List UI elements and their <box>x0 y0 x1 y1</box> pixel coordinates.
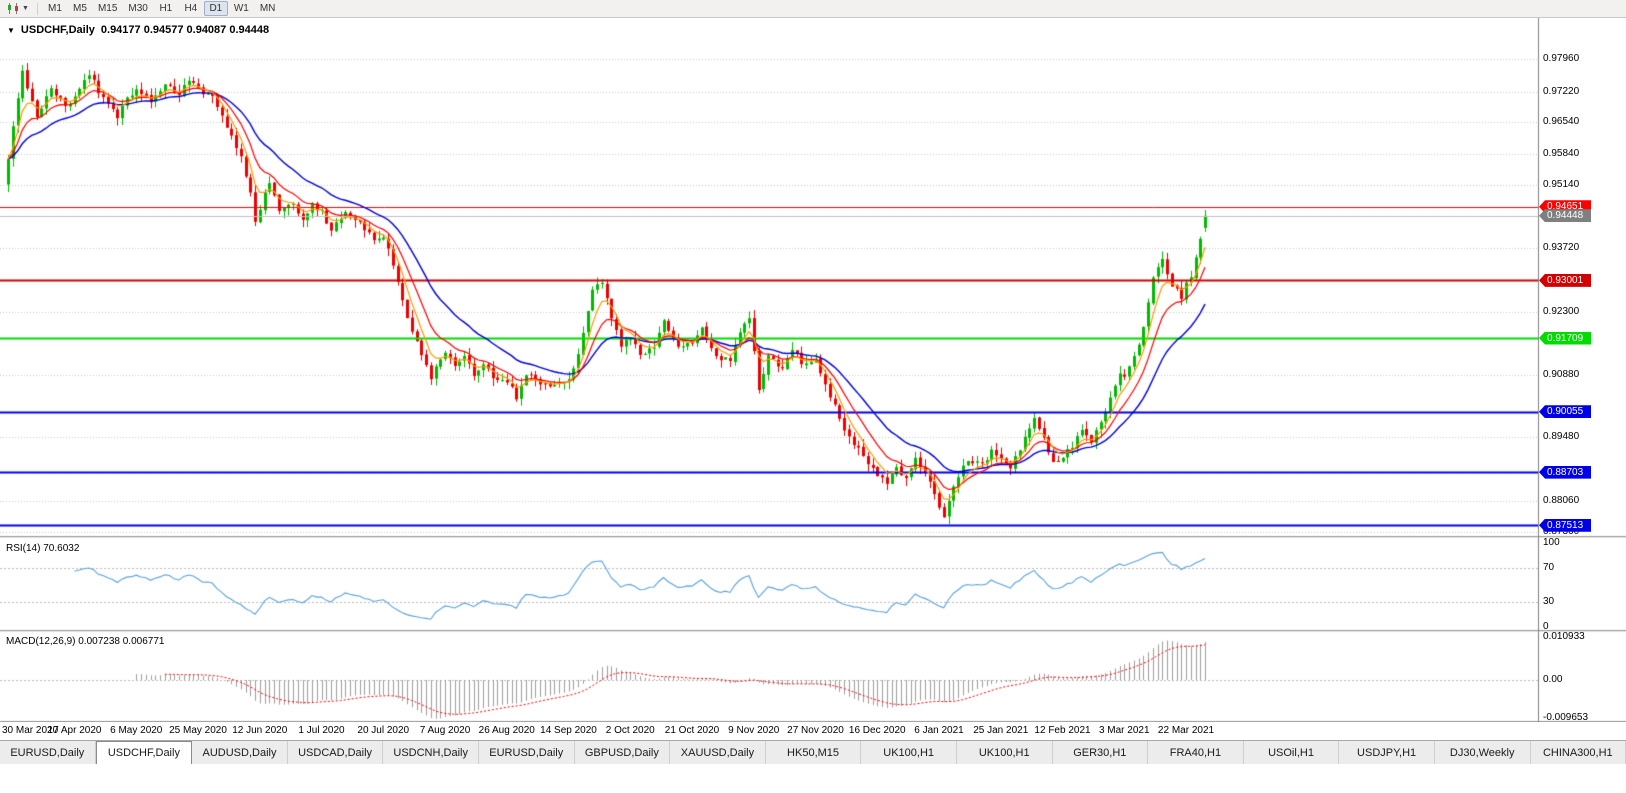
chart-tabbar: EURUSD,Daily USDCHF,Daily AUDUSD,Daily USDC… <box>0 740 1626 764</box>
date-label: 27 Nov 2020 <box>787 725 844 736</box>
chart-tab-usdcnh-daily[interactable]: USDCNH,Daily <box>383 741 479 764</box>
date-axis[interactable]: 30 Mar 2020 17 Apr 2020 6 May 2020 25 May 2… <box>0 722 1538 740</box>
date-label: 25 Jan 2021 <box>973 725 1029 736</box>
chart-tab-ger30-h1[interactable]: GER30,H1 <box>1052 741 1149 764</box>
timeframe-button-h1[interactable]: H1 <box>159 3 173 14</box>
timeframe-button-mn[interactable]: MN <box>259 3 276 14</box>
timeframe-button-h4[interactable]: H4 <box>184 3 198 14</box>
date-label: 6 Jan 2021 <box>914 725 964 736</box>
chart-tab-usdcad-daily[interactable]: USDCAD,Daily <box>287 741 384 764</box>
top-toolbar: ▼ M1 M5 M15 M30 H1 H4 D1 W1 MN <box>0 0 1626 18</box>
date-label: 17 Apr 2020 <box>47 725 102 736</box>
chart-tab-fra40-h1[interactable]: FRA40,H1 <box>1148 741 1244 764</box>
date-label: 26 Aug 2020 <box>478 725 535 736</box>
date-label: 20 Jul 2020 <box>357 725 410 736</box>
timeframe-button-m30[interactable]: M30 <box>128 3 148 14</box>
date-label: 1 Jul 2020 <box>298 725 345 736</box>
date-label: 12 Feb 2021 <box>1034 725 1091 736</box>
timeframe-button-d1[interactable]: D1 <box>203 1 228 16</box>
chart-tab-hk50-m15[interactable]: HK50,M15 <box>765 741 862 764</box>
date-label: 22 Mar 2021 <box>1157 725 1215 736</box>
candlestick-chart-icon <box>8 3 18 14</box>
timeframe-button-m1[interactable]: M1 <box>47 3 62 14</box>
date-label: 7 Aug 2020 <box>419 725 471 736</box>
chart-tab-uk100-h1[interactable]: UK100,H1 <box>861 741 957 764</box>
chart-window: ▼ USDCHF,Daily 0.94177 0.94577 0.94087 0… <box>0 18 1626 740</box>
timeframe-button-w1[interactable]: W1 <box>233 3 249 14</box>
chart-tab-xauusd-daily[interactable]: XAUUSD,Daily <box>670 741 766 764</box>
timeframe-button-m15[interactable]: M15 <box>97 3 118 14</box>
date-label: 21 Oct 2020 <box>664 725 720 736</box>
date-label: 25 May 2020 <box>169 725 227 736</box>
date-label: 2 Oct 2020 <box>605 725 655 736</box>
chart-canvas[interactable] <box>0 18 1626 722</box>
timeframe-buttons: M1 M5 M15 M30 H1 H4 D1 W1 MN <box>43 1 280 16</box>
date-label: 3 Mar 2021 <box>1098 725 1150 736</box>
chart-tab-gbpusd-daily[interactable]: GBPUSD,Daily <box>574 741 671 764</box>
chart-type-button[interactable]: ▼ <box>4 1 32 17</box>
chart-tab-dj30-weekly[interactable]: DJ30,Weekly <box>1434 741 1531 764</box>
date-label: 16 Dec 2020 <box>848 725 906 736</box>
chart-tab-uk100-h1[interactable]: UK100,H1 <box>956 741 1053 764</box>
toolbar-separator <box>36 2 38 15</box>
timeframe-button-m5[interactable]: M5 <box>72 3 87 14</box>
date-label: 6 May 2020 <box>110 725 163 736</box>
chart-tab-audusd-daily[interactable]: AUDUSD,Daily <box>192 741 288 764</box>
chart-tab-eurusd-daily[interactable]: EURUSD,Daily <box>0 741 96 764</box>
chart-tab-china300-h1[interactable]: CHINA300,H1 <box>1530 741 1626 764</box>
date-label: 9 Nov 2020 <box>728 725 780 736</box>
date-label: 12 Jun 2020 <box>232 725 288 736</box>
date-label: 14 Sep 2020 <box>540 725 597 736</box>
chart-tab-eurusd-daily[interactable]: EURUSD,Daily <box>478 741 575 764</box>
chart-tab-usdchf-daily[interactable]: USDCHF,Daily <box>95 741 193 764</box>
chart-tab-usoil-h1[interactable]: USOil,H1 <box>1243 741 1340 764</box>
chart-tab-usdjpy-h1[interactable]: USDJPY,H1 <box>1339 741 1435 764</box>
date-label: 30 Mar 2020 <box>2 725 59 736</box>
chevron-down-icon: ▼ <box>22 5 29 12</box>
